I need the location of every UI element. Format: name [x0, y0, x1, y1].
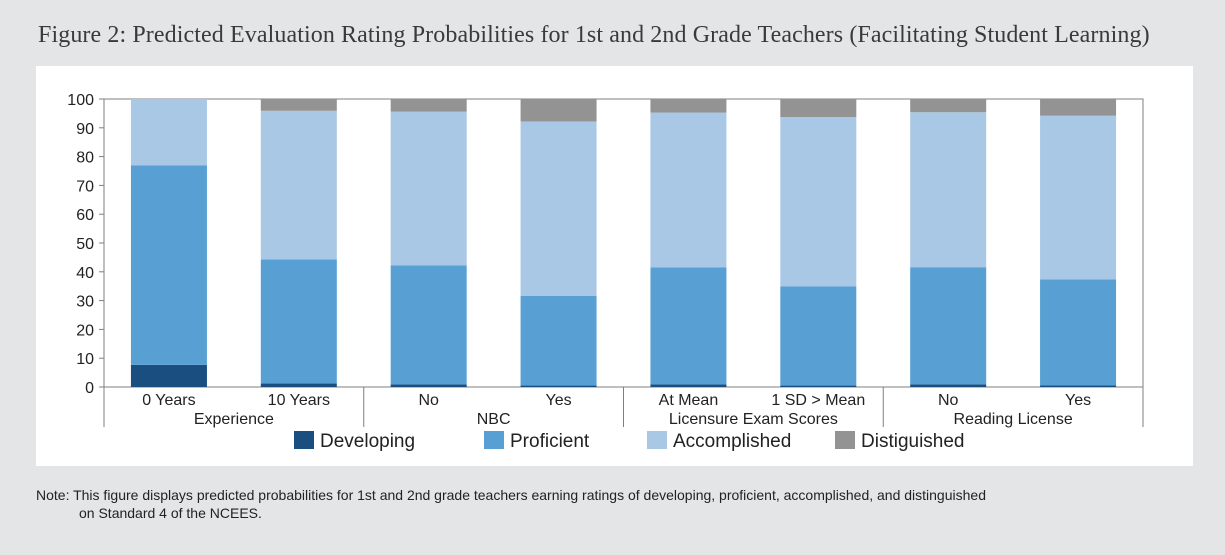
y-tick-label: 80: [76, 150, 94, 167]
bar-segment-accomplished: [520, 121, 597, 296]
bar-segment-distiguished: [650, 99, 727, 113]
bar-segment-developing: [130, 364, 207, 387]
bar-segment-accomplished: [650, 112, 727, 268]
bar-segment-distiguished: [520, 99, 597, 122]
category-label: 0 Years: [142, 392, 195, 409]
bar-segment-proficient: [260, 259, 337, 384]
bar-segment-distiguished: [390, 99, 467, 112]
bar-segment-developing: [1040, 385, 1117, 387]
category-label: No: [938, 392, 959, 409]
bar-segment-accomplished: [910, 112, 987, 268]
bar-segment-distiguished: [910, 99, 987, 113]
category-label: At Mean: [659, 392, 719, 409]
bar-segment-accomplished: [780, 117, 857, 287]
category-label: 10 Years: [268, 392, 330, 409]
bar-segment-proficient: [910, 267, 987, 385]
bar-segment-developing: [780, 385, 857, 387]
figure-title: Figure 2: Predicted Evaluation Rating Pr…: [38, 22, 1150, 48]
bar-segment-accomplished: [130, 99, 207, 166]
legend-label-developing: Developing: [320, 431, 415, 452]
y-tick-label: 60: [76, 207, 94, 224]
group-label: Licensure Exam Scores: [669, 411, 838, 428]
bar-segment-accomplished: [1040, 115, 1117, 280]
y-tick-label: 70: [76, 178, 94, 195]
bar-segment-proficient: [1040, 279, 1117, 386]
bar-segment-distiguished: [1040, 99, 1117, 116]
legend-swatch-proficient: [484, 431, 504, 449]
group-label: NBC: [477, 411, 511, 428]
bar-segment-developing: [390, 384, 467, 387]
legend-swatch-distiguished: [835, 431, 855, 449]
legend-swatch-developing: [294, 431, 314, 449]
category-label: No: [418, 392, 439, 409]
y-tick-label: 40: [76, 265, 94, 282]
legend-label-accomplished: Accomplished: [673, 431, 791, 452]
bar-segment-developing: [260, 383, 337, 387]
bar-segment-developing: [910, 384, 987, 387]
group-label: Reading License: [954, 411, 1073, 428]
plot-frame: [103, 98, 1144, 388]
y-tick-label: 20: [76, 322, 94, 339]
bar-segment-accomplished: [260, 110, 337, 260]
note-line-1: Note: This figure displays predicted pro…: [36, 487, 986, 503]
category-label: Yes: [546, 392, 572, 409]
bar-segment-proficient: [390, 265, 467, 385]
legend-label-proficient: Proficient: [510, 431, 590, 452]
legend-swatch-accomplished: [647, 431, 667, 449]
figure-note: Note: This figure displays predicted pro…: [36, 486, 986, 522]
group-label: Experience: [194, 411, 274, 428]
note-line-2: on Standard 4 of the NCEES.: [79, 505, 262, 521]
bar-segment-developing: [520, 385, 597, 387]
legend-label-distiguished: Distiguished: [861, 431, 965, 452]
chart-panel: 0 10 20 30 40 50 60 70 80 90 100 0 Years 10 Years No Y…: [36, 66, 1193, 466]
y-tick-label: 0: [85, 380, 94, 397]
y-tick-label: 90: [76, 121, 94, 138]
category-label: Yes: [1065, 392, 1091, 409]
bar-segment-proficient: [780, 286, 857, 386]
bar-segment-proficient: [520, 295, 597, 386]
bar-segment-distiguished: [780, 99, 857, 118]
y-tick-label: 30: [76, 294, 94, 311]
category-label: 1 SD > Mean: [771, 392, 865, 409]
y-tick-label: 50: [76, 236, 94, 253]
y-tick-label: 100: [67, 92, 94, 109]
bar-segment-proficient: [130, 165, 207, 365]
y-tick-label: 10: [76, 351, 94, 368]
bar-segment-distiguished: [260, 99, 337, 111]
bar-segment-accomplished: [390, 111, 467, 266]
stacked-bar-chart: 0 10 20 30 40 50 60 70 80 90 100 0 Years 10 Years No Y…: [67, 92, 1144, 452]
bar-segment-developing: [650, 384, 727, 387]
bar-segment-proficient: [650, 267, 727, 385]
